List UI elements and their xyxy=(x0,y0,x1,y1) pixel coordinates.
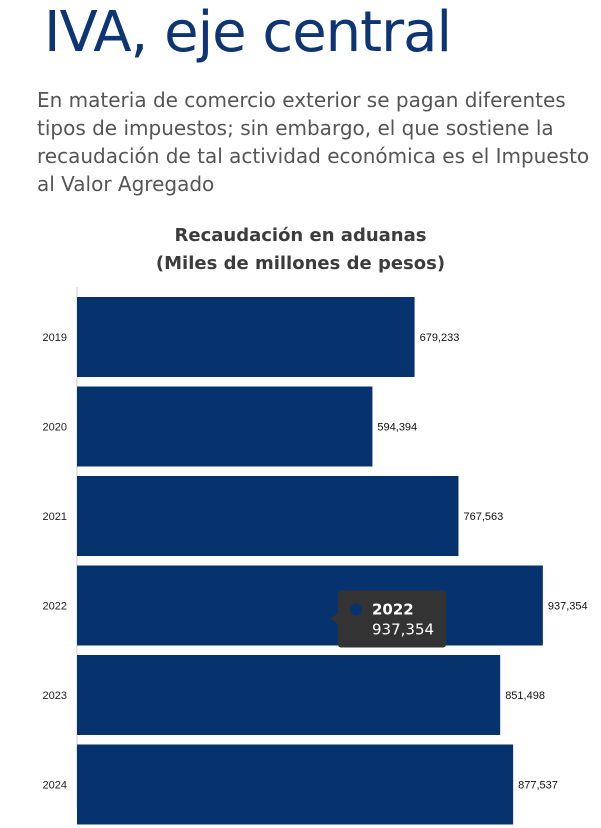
tooltip-category: 2022 xyxy=(372,601,414,619)
bar-2024[interactable] xyxy=(77,744,514,825)
chart-subtitle: (Miles de millones de pesos) xyxy=(155,253,446,274)
value-label-2024: 877,537 xyxy=(518,780,558,792)
bar-2019[interactable] xyxy=(77,297,415,377)
chart-title: Recaudación en aduanas xyxy=(174,225,427,246)
bar-2020[interactable] xyxy=(77,386,373,467)
intro-paragraph: En materia de comercio exterior se pagan… xyxy=(37,88,590,196)
tick-label-2021: 2021 xyxy=(43,511,67,523)
bar-2023[interactable] xyxy=(77,655,501,735)
tooltip-pointer xyxy=(331,612,338,625)
tooltip-box xyxy=(338,590,446,648)
tick-label-2019: 2019 xyxy=(43,332,67,344)
value-label-2021: 767,563 xyxy=(463,511,503,523)
value-label-2023: 851,498 xyxy=(505,690,545,702)
bar-2021[interactable] xyxy=(77,476,459,556)
headline: IVA, eje central xyxy=(44,0,452,65)
tooltip: 2022 937,354 xyxy=(331,590,446,648)
value-label-2022: 937,354 xyxy=(548,601,588,613)
tick-label-2023: 2023 xyxy=(43,690,67,702)
value-label-2019: 679,233 xyxy=(420,332,460,344)
tick-label-2022: 2022 xyxy=(43,601,67,613)
tick-label-2020: 2020 xyxy=(43,422,67,434)
tooltip-series-marker xyxy=(350,603,362,616)
tooltip-value: 937,354 xyxy=(372,621,434,639)
value-label-2020: 594,394 xyxy=(377,422,417,434)
bar-2022[interactable] xyxy=(77,565,543,646)
chart-title-block: Recaudación en aduanas (Miles de millone… xyxy=(0,222,601,278)
tick-label-2024: 2024 xyxy=(43,780,67,792)
